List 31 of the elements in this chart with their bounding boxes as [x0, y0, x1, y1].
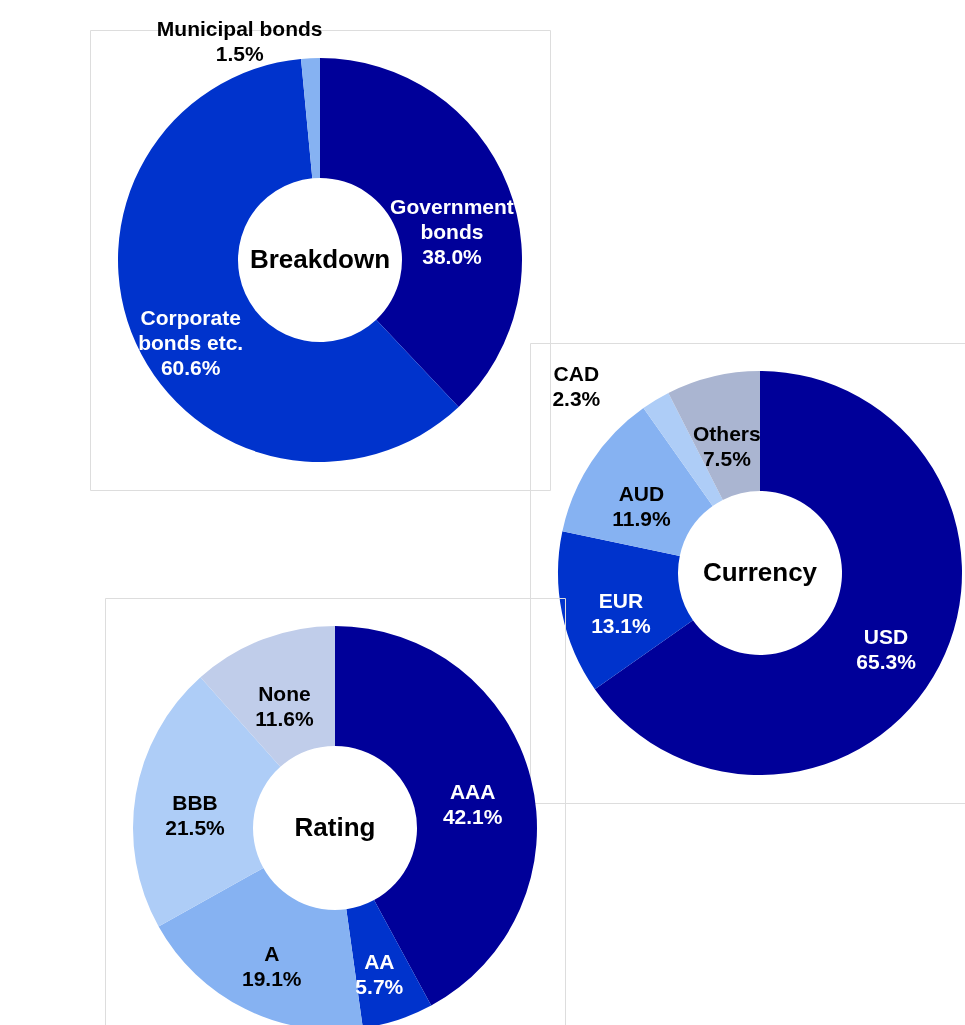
data-label: 1.5%	[215, 42, 264, 66]
data-label: 21.5%	[165, 816, 226, 840]
slice-label: Others	[693, 421, 761, 445]
donut-slice	[301, 58, 320, 179]
data-label: 11.6%	[255, 707, 314, 731]
data-label: 60.6%	[160, 355, 221, 379]
data-label: 5.7%	[355, 974, 404, 998]
data-label: 2.3%	[552, 386, 601, 410]
slice-label: Corporate bonds etc.	[138, 305, 244, 354]
slice-label: Municipal bonds	[156, 17, 323, 41]
data-label: 13.1%	[591, 613, 651, 637]
data-label: 19.1%	[241, 967, 302, 991]
slice-label: BBB	[172, 791, 218, 815]
slice-label: AA	[364, 949, 395, 973]
slice-label: AUD	[618, 481, 665, 505]
slice-label: A	[264, 942, 280, 966]
data-label: 7.5%	[702, 446, 752, 470]
data-label: 42.1%	[442, 805, 503, 829]
slice-label: AAA	[449, 780, 496, 804]
slice-label: None	[258, 682, 311, 706]
data-label: 38.0%	[422, 244, 483, 268]
slice-label: CAD	[553, 361, 600, 385]
data-label: 65.3%	[856, 650, 917, 674]
slice-label: Government bonds	[390, 194, 514, 243]
text: Currency	[702, 557, 818, 587]
slice-label: EUR	[598, 588, 644, 612]
slice-label: USD	[863, 625, 909, 649]
text: Breakdown	[249, 244, 391, 274]
data-label: 11.9%	[612, 506, 671, 530]
text: Rating	[294, 812, 376, 842]
donut-slice	[558, 531, 693, 690]
